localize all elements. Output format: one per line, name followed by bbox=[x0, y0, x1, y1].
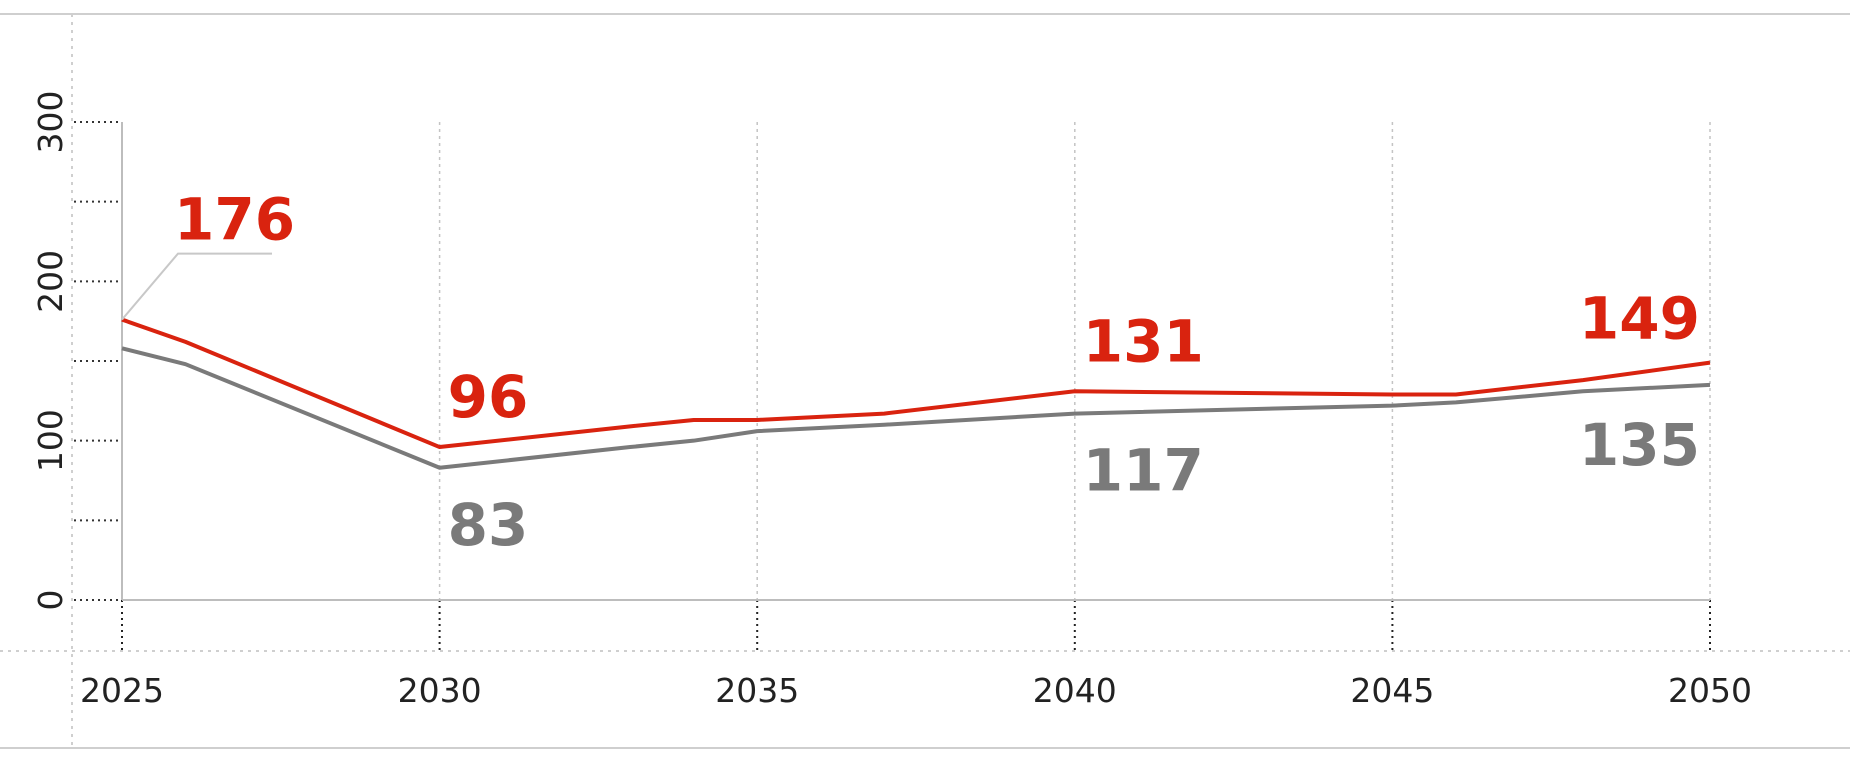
data-labels: 176 96 131 149 83 117 135 bbox=[121, 186, 1700, 559]
data-label-1-2050: 135 bbox=[1579, 411, 1700, 479]
series-line-0 bbox=[121, 317, 1711, 450]
grid bbox=[121, 122, 1711, 600]
series-line-1 bbox=[121, 346, 1711, 470]
data-label-1-2040: 117 bbox=[1083, 437, 1204, 505]
data-label-0-2040: 131 bbox=[1083, 307, 1204, 375]
y-tick-label-0: 0 bbox=[31, 590, 70, 611]
x-tick-label-2040: 2040 bbox=[1033, 671, 1117, 710]
x-tick-label-2045: 2045 bbox=[1350, 671, 1434, 710]
y-tick-label-200: 200 bbox=[31, 250, 70, 313]
axes: 2025 2030 2035 2040 2045 2050 0 100 200 300 bbox=[31, 91, 1752, 711]
x-tick-label-2035: 2035 bbox=[715, 671, 799, 710]
series-lines bbox=[121, 317, 1711, 470]
x-tick-label-2025: 2025 bbox=[80, 671, 164, 710]
data-label-0-2025: 176 bbox=[174, 186, 295, 254]
data-label-1-2030: 83 bbox=[448, 491, 529, 559]
x-tick-label-2030: 2030 bbox=[398, 671, 482, 710]
x-tick-label-2050: 2050 bbox=[1668, 671, 1752, 710]
data-label-0-2050: 149 bbox=[1579, 285, 1700, 353]
y-tick-label-300: 300 bbox=[31, 91, 70, 154]
data-label-0-2030: 96 bbox=[448, 363, 529, 431]
label-leader-176 bbox=[121, 252, 272, 321]
y-tick-label-100: 100 bbox=[31, 409, 70, 472]
